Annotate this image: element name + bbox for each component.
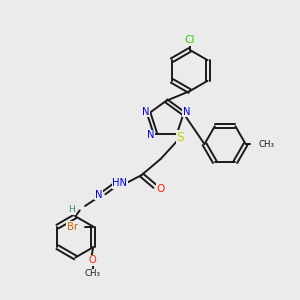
- Text: Br: Br: [67, 222, 78, 232]
- Text: N: N: [183, 107, 190, 117]
- Text: H: H: [68, 205, 75, 214]
- Text: O: O: [157, 184, 165, 194]
- Text: S: S: [177, 131, 184, 144]
- Text: CH₃: CH₃: [85, 269, 101, 278]
- Text: CH₃: CH₃: [258, 140, 274, 148]
- Text: Cl: Cl: [184, 35, 195, 45]
- Text: N: N: [94, 190, 102, 200]
- Text: N: N: [142, 107, 149, 117]
- Text: O: O: [89, 256, 97, 266]
- Text: N: N: [147, 130, 155, 140]
- Text: HN: HN: [112, 178, 127, 188]
